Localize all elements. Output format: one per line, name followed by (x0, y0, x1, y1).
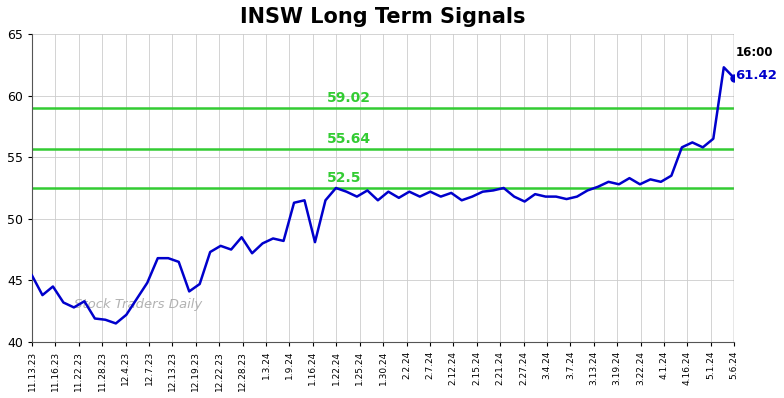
Title: INSW Long Term Signals: INSW Long Term Signals (241, 7, 526, 27)
Text: 61.42: 61.42 (735, 68, 777, 82)
Text: 55.64: 55.64 (327, 132, 371, 146)
Text: 16:00: 16:00 (735, 47, 773, 59)
Text: 59.02: 59.02 (327, 91, 371, 105)
Text: 52.5: 52.5 (327, 171, 361, 185)
Text: Stock Traders Daily: Stock Traders Daily (74, 298, 202, 311)
